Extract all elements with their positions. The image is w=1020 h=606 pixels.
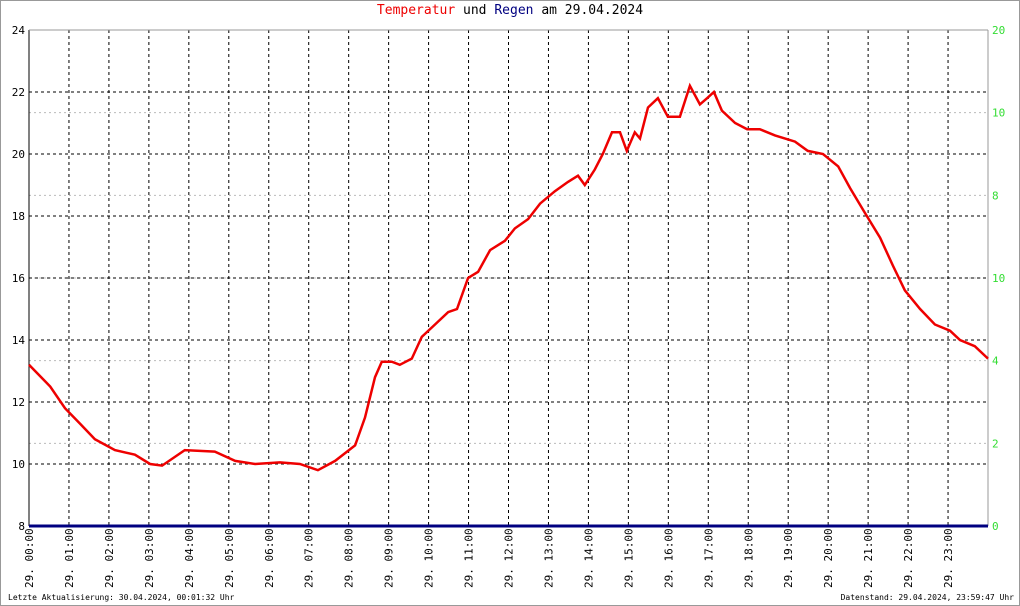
y-tick-label: 18 — [12, 210, 25, 223]
x-tick-label: 29. 00:00 — [23, 528, 36, 588]
x-tick-label: 29. 20:00 — [822, 528, 835, 588]
x-tick-label: 29. 01:00 — [63, 528, 76, 588]
y-tick-label: 10 — [12, 458, 25, 471]
x-tick-label: 29. 11:00 — [463, 528, 476, 588]
x-tick-label: 29. 04:00 — [183, 528, 196, 588]
x-tick-label: 29. 14:00 — [582, 528, 595, 588]
x-tick-label: 29. 08:00 — [343, 528, 356, 588]
title-and: und — [463, 3, 486, 18]
y2-tick-label: 10 — [992, 272, 1005, 285]
x-tick-label: 29. 19:00 — [782, 528, 795, 588]
x-tick-label: 29. 17:00 — [702, 528, 715, 588]
x-tick-label: 29. 10:00 — [423, 528, 436, 588]
x-tick-label: 29. 22:00 — [902, 528, 915, 588]
x-tick-label: 29. 06:00 — [263, 528, 276, 588]
y2-tick-label: 20 — [992, 24, 1005, 37]
x-tick-label: 29. 03:00 — [143, 528, 156, 588]
x-tick-label: 29. 13:00 — [542, 528, 555, 588]
title-rain: Regen — [494, 3, 533, 18]
title-temperature: Temperatur — [377, 3, 455, 18]
x-tick-label: 29. 16:00 — [662, 528, 675, 588]
x-tick-label: 29. 15:00 — [622, 528, 635, 588]
x-tick-label: 29. 23:00 — [942, 528, 955, 588]
y-tick-label: 8 — [18, 520, 25, 533]
series-line — [28, 82, 989, 472]
y-tick-label: 14 — [12, 334, 26, 347]
y2-tick-label: 10 — [992, 107, 1005, 120]
x-tick-label: 29. 07:00 — [303, 528, 316, 588]
y-tick-label: 22 — [12, 86, 25, 99]
y-tick-label: 12 — [12, 396, 25, 409]
y-tick-label: 20 — [12, 148, 25, 161]
x-tick-label: 29. 09:00 — [383, 528, 396, 588]
x-tick-label: 29. 12:00 — [503, 528, 516, 588]
y2-tick-label: 2 — [992, 437, 999, 450]
x-tick-label: 29. 18:00 — [742, 528, 755, 588]
x-tick-label: 29. 21:00 — [862, 528, 875, 588]
y2-tick-label: 8 — [992, 189, 999, 202]
y2-tick-label: 4 — [992, 355, 999, 368]
y-tick-label: 16 — [12, 272, 25, 285]
footer-right: Datenstand: 29.04.2024, 23:59:47 Uhr — [841, 593, 1015, 602]
y2-tick-label: 0 — [992, 520, 999, 533]
x-tick-label: 29. 02:00 — [103, 528, 116, 588]
y-tick-label: 24 — [12, 24, 26, 37]
x-tick-label: 29. 05:00 — [223, 528, 236, 588]
chart-title: Temperatur und Regen am 29.04.2024 — [377, 3, 643, 18]
title-date: am 29.04.2024 — [541, 3, 643, 18]
footer-left: Letzte Aktualisierung: 30.04.2024, 00:01… — [8, 593, 235, 602]
